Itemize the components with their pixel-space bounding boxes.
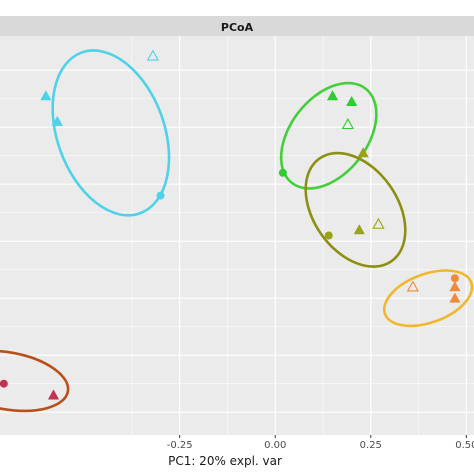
data-point [40, 90, 52, 101]
x-tick-label: -0.25 [167, 440, 193, 451]
confidence-ellipse [382, 269, 474, 328]
data-point [326, 90, 339, 101]
data-point [449, 292, 461, 303]
data-point [450, 274, 459, 283]
x-axis-title: PC1: 20% expl. var [168, 454, 282, 468]
confidence-ellipse [51, 49, 171, 217]
x-tick-label: 0.50 [455, 440, 474, 451]
data-point [47, 389, 60, 400]
confidence-ellipse [0, 349, 70, 413]
x-tick-label: 0.25 [360, 440, 382, 451]
x-tick-label: 0.00 [264, 440, 286, 451]
x-axis: -0.25 0.00 0.25 0.50 [167, 435, 474, 451]
facet-strip [0, 16, 474, 36]
data-point [341, 118, 354, 130]
data-point [353, 224, 365, 235]
data-point [51, 115, 63, 126]
point-layer [0, 49, 461, 400]
data-point [449, 281, 461, 292]
data-point [146, 49, 160, 61]
data-point [357, 147, 369, 158]
data-point [0, 379, 8, 388]
data-point [346, 95, 358, 106]
data-point [324, 231, 333, 240]
grid-lines [0, 36, 474, 435]
confidence-ellipse [304, 151, 407, 268]
data-point [406, 280, 419, 292]
plot-panel [0, 36, 474, 435]
data-point [372, 217, 385, 229]
data-point [278, 168, 287, 177]
facet-strip-label: PCoA [221, 21, 254, 34]
ellipse-layer [0, 49, 474, 413]
data-point [156, 191, 165, 200]
